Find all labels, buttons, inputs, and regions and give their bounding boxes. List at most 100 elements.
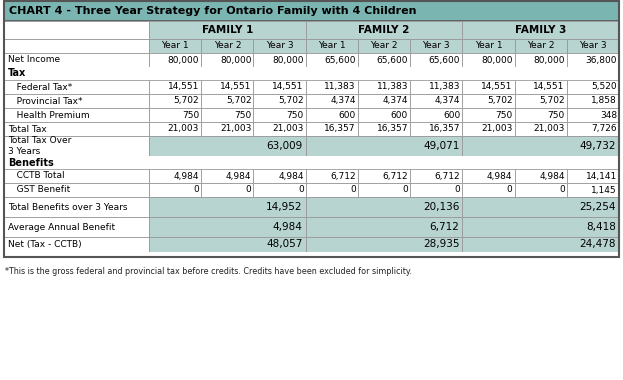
Text: 21,003: 21,003 xyxy=(272,125,303,133)
Bar xyxy=(306,53,358,67)
Text: 36,800: 36,800 xyxy=(586,55,617,65)
Text: 11,383: 11,383 xyxy=(377,82,408,92)
Bar xyxy=(4,94,149,108)
Bar xyxy=(254,80,306,94)
Bar xyxy=(306,94,358,108)
Text: 0: 0 xyxy=(245,185,252,195)
Bar xyxy=(149,39,201,53)
Text: 4,984: 4,984 xyxy=(540,171,565,180)
Text: 4,374: 4,374 xyxy=(383,97,408,106)
Bar xyxy=(149,169,201,183)
Text: CHART 4 - Three Year Strategy for Ontario Family with 4 Children: CHART 4 - Three Year Strategy for Ontari… xyxy=(9,6,417,16)
Bar xyxy=(4,169,149,183)
Bar xyxy=(149,183,201,197)
Bar xyxy=(306,108,358,122)
Bar xyxy=(201,39,254,53)
Bar xyxy=(358,94,410,108)
Text: 6,712: 6,712 xyxy=(330,171,356,180)
Bar xyxy=(358,80,410,94)
Text: 21,003: 21,003 xyxy=(481,125,513,133)
Bar xyxy=(149,217,306,237)
Text: 0: 0 xyxy=(194,185,199,195)
Bar xyxy=(149,21,306,39)
Text: 600: 600 xyxy=(443,111,460,119)
Bar xyxy=(306,183,358,197)
Bar xyxy=(462,108,515,122)
Text: 21,003: 21,003 xyxy=(220,125,252,133)
Text: 49,071: 49,071 xyxy=(423,141,459,151)
Text: *This is the gross federal and provincial tax before credits. Credits have been : *This is the gross federal and provincia… xyxy=(5,267,412,276)
Bar xyxy=(410,53,462,67)
Text: Year 3: Year 3 xyxy=(579,41,607,51)
Bar xyxy=(462,136,619,156)
Bar xyxy=(4,39,149,53)
Bar xyxy=(462,197,619,217)
Bar xyxy=(306,217,462,237)
Bar xyxy=(149,237,306,252)
Bar xyxy=(201,53,254,67)
Bar xyxy=(254,122,306,136)
Bar xyxy=(410,122,462,136)
Bar xyxy=(462,169,515,183)
Text: Total Tax: Total Tax xyxy=(8,125,47,133)
Text: 65,600: 65,600 xyxy=(377,55,408,65)
Text: 600: 600 xyxy=(339,111,356,119)
Bar xyxy=(515,53,567,67)
Bar xyxy=(306,122,358,136)
Bar xyxy=(358,39,410,53)
Text: 14,952: 14,952 xyxy=(266,202,303,212)
Text: 750: 750 xyxy=(548,111,565,119)
Bar xyxy=(515,183,567,197)
Text: 80,000: 80,000 xyxy=(481,55,513,65)
Text: 21,003: 21,003 xyxy=(533,125,565,133)
Text: 5,520: 5,520 xyxy=(591,82,617,92)
Bar xyxy=(515,39,567,53)
Text: 0: 0 xyxy=(559,185,565,195)
Bar xyxy=(4,237,149,252)
Bar xyxy=(4,197,149,217)
Bar xyxy=(462,39,515,53)
Bar xyxy=(462,183,515,197)
Bar xyxy=(410,183,462,197)
Text: 14,551: 14,551 xyxy=(481,82,513,92)
Text: 63,009: 63,009 xyxy=(267,141,303,151)
Text: Tax: Tax xyxy=(8,68,26,79)
Bar xyxy=(254,94,306,108)
Text: 14,551: 14,551 xyxy=(168,82,199,92)
Bar xyxy=(410,169,462,183)
Text: 24,478: 24,478 xyxy=(579,239,616,250)
Text: Federal Tax*: Federal Tax* xyxy=(8,82,72,92)
Bar xyxy=(201,122,254,136)
Bar xyxy=(462,21,619,39)
Bar xyxy=(4,217,149,237)
Bar xyxy=(306,80,358,94)
Text: Year 2: Year 2 xyxy=(370,41,397,51)
Text: 4,984: 4,984 xyxy=(487,171,513,180)
Bar xyxy=(254,39,306,53)
Bar xyxy=(358,122,410,136)
Text: 4,984: 4,984 xyxy=(278,171,303,180)
Text: Benefits: Benefits xyxy=(8,157,54,168)
Text: 6,712: 6,712 xyxy=(435,171,460,180)
Bar xyxy=(567,53,619,67)
Text: 25,254: 25,254 xyxy=(579,202,616,212)
Bar xyxy=(149,122,201,136)
Text: Year 2: Year 2 xyxy=(214,41,241,51)
Text: 0: 0 xyxy=(506,185,513,195)
Text: 5,702: 5,702 xyxy=(487,97,513,106)
Text: 49,732: 49,732 xyxy=(579,141,616,151)
Text: 20,136: 20,136 xyxy=(423,202,459,212)
Text: CCTB Total: CCTB Total xyxy=(8,171,65,180)
Text: Health Premium: Health Premium xyxy=(8,111,90,119)
Bar xyxy=(4,80,149,94)
Text: 5,702: 5,702 xyxy=(278,97,303,106)
Bar xyxy=(254,108,306,122)
Bar xyxy=(462,80,515,94)
Text: 1,858: 1,858 xyxy=(591,97,617,106)
Text: 6,712: 6,712 xyxy=(429,222,459,232)
Text: 8,418: 8,418 xyxy=(586,222,616,232)
Bar xyxy=(358,108,410,122)
Text: 16,357: 16,357 xyxy=(325,125,356,133)
Text: FAMILY 3: FAMILY 3 xyxy=(515,25,566,35)
Text: 4,374: 4,374 xyxy=(330,97,356,106)
